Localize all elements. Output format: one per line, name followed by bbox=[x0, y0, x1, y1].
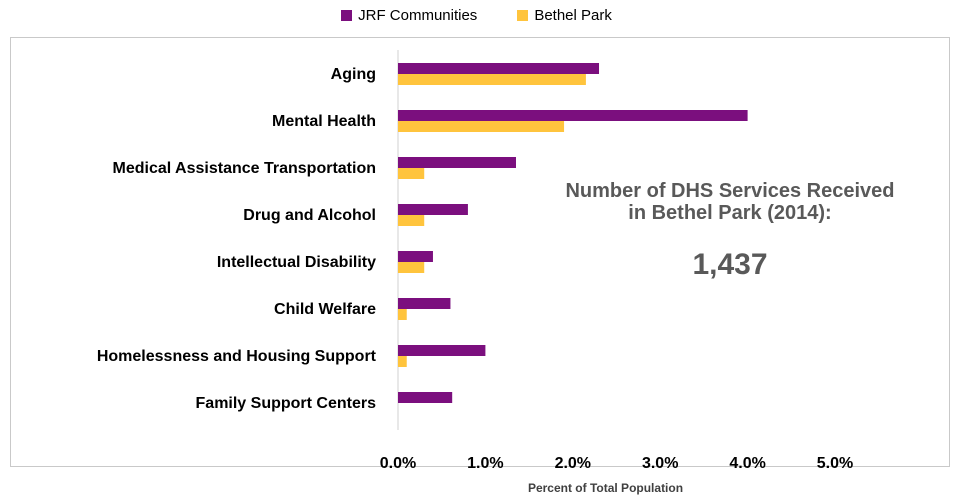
bar-jrf-communities-homelessness-and-housing-support bbox=[398, 345, 486, 356]
legend-swatch-jrf bbox=[341, 10, 353, 21]
bar-jrf-communities-medical-assistance-transportation bbox=[398, 157, 516, 168]
bar-bethel-park-drug-and-alcohol bbox=[398, 215, 425, 226]
bar-bethel-park-homelessness-and-housing-support bbox=[398, 356, 407, 367]
bar-jrf-communities-child-welfare bbox=[398, 298, 451, 309]
category-label-drug-and-alcohol: Drug and Alcohol bbox=[243, 207, 376, 224]
callout-text: Number of DHS Services Received in Bethe… bbox=[565, 180, 895, 224]
dhs-services-callout: Number of DHS Services Received in Bethe… bbox=[560, 180, 900, 282]
x-tick-label: 2.0% bbox=[555, 455, 591, 472]
legend-label-bethel-park: Bethel Park bbox=[534, 7, 612, 24]
category-label-medical-assistance-transportation: Medical Assistance Transportation bbox=[113, 160, 376, 177]
x-tick-label: 1.0% bbox=[467, 455, 503, 472]
bar-bethel-park-mental-health bbox=[398, 121, 565, 132]
category-label-intellectual-disability: Intellectual Disability bbox=[217, 254, 376, 271]
legend-swatch-bethel-park bbox=[517, 10, 529, 21]
x-tick-label: 4.0% bbox=[729, 455, 765, 472]
bar-jrf-communities-aging bbox=[398, 63, 600, 74]
bar-jrf-communities-family-support-centers bbox=[398, 392, 453, 403]
category-label-family-support-centers: Family Support Centers bbox=[196, 395, 377, 412]
bar-bethel-park-child-welfare bbox=[398, 309, 407, 320]
bar-bethel-park-medical-assistance-transportation bbox=[398, 168, 425, 179]
category-label-aging: Aging bbox=[331, 66, 376, 83]
bar-jrf-communities-drug-and-alcohol bbox=[398, 204, 468, 215]
legend-item-bethel-park: Bethel Park bbox=[517, 7, 612, 24]
x-tick-label: 5.0% bbox=[817, 455, 853, 472]
legend-item-jrf: JRF Communities bbox=[341, 7, 477, 24]
chart-frame bbox=[10, 37, 950, 467]
category-label-homelessness-and-housing-support: Homelessness and Housing Support bbox=[97, 348, 377, 365]
x-axis-title: Percent of Total Population bbox=[527, 481, 684, 495]
bar-jrf-communities-intellectual-disability bbox=[398, 251, 433, 262]
legend-label-jrf: JRF Communities bbox=[358, 7, 478, 24]
legend: JRF Communities Bethel Park bbox=[0, 7, 953, 24]
bar-bethel-park-aging bbox=[398, 74, 586, 85]
category-label-mental-health: Mental Health bbox=[272, 113, 376, 130]
callout-value: 1,437 bbox=[692, 248, 768, 281]
x-tick-label: 0.0% bbox=[380, 455, 416, 472]
category-label-child-welfare: Child Welfare bbox=[274, 301, 376, 318]
bar-jrf-communities-mental-health bbox=[398, 110, 748, 121]
x-tick-label: 3.0% bbox=[642, 455, 678, 472]
bar-bethel-park-intellectual-disability bbox=[398, 262, 425, 273]
